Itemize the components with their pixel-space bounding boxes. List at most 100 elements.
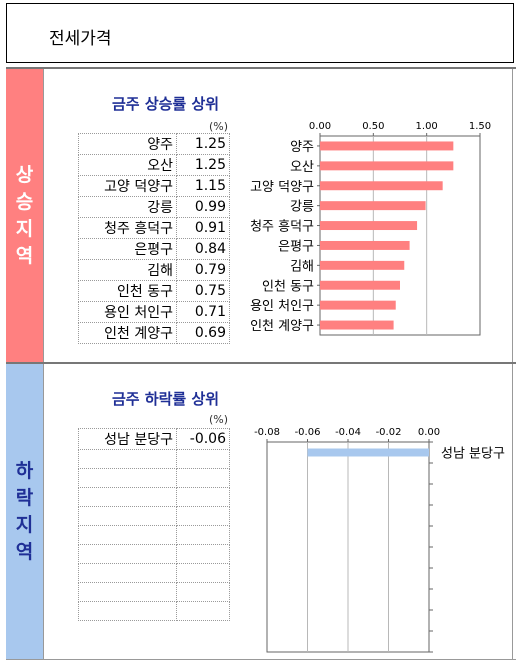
- category-label: 김해: [290, 259, 314, 274]
- change-value: [176, 506, 230, 526]
- bar: [320, 141, 454, 151]
- change-value: 1.25: [176, 154, 230, 176]
- bar: [320, 260, 405, 270]
- side-label-char: 지: [15, 217, 34, 240]
- bar: [307, 448, 429, 457]
- change-value: [176, 601, 230, 621]
- falling-table: 성남 분당구 -0.06: [78, 428, 230, 621]
- side-label-char: 지: [15, 513, 34, 536]
- category-label: 성남 분당구: [441, 447, 505, 462]
- category-label: 양주: [290, 140, 314, 155]
- category-label: 은평구: [278, 239, 314, 254]
- side-label-char: 하: [15, 459, 34, 482]
- change-value: [176, 582, 230, 602]
- rising-content: 금주 상승률 상위 (%) 양주 1.25 오산 1.25 고양 덕양구 1.15 강릉 0.…: [43, 69, 516, 362]
- region-name: 김해: [78, 259, 177, 281]
- table-row: [78, 525, 230, 545]
- category-label: 인천 계양구: [250, 319, 314, 334]
- side-label-char: 역: [15, 540, 34, 563]
- table-row: 은평구 0.84: [78, 238, 230, 260]
- x-tick-label: 1.00: [416, 121, 438, 132]
- table-row: [78, 544, 230, 564]
- category-label: 인천 동구: [262, 279, 314, 294]
- table-row: [78, 506, 230, 526]
- bar: [320, 181, 443, 191]
- table-row: 김해 0.79: [78, 259, 230, 281]
- rising-title: 금주 상승률 상위: [112, 95, 220, 113]
- right-border: [512, 364, 513, 659]
- region-name: 인천 동구: [78, 280, 177, 302]
- rising-table: 양주 1.25 오산 1.25 고양 덕양구 1.15 강릉 0.99 청주 흥덕구 0.91 은평…: [78, 133, 230, 344]
- region-name: 청주 흥덕구: [78, 217, 177, 239]
- change-value: 0.71: [176, 301, 230, 323]
- region-name: [78, 582, 177, 602]
- region-name: 성남 분당구: [78, 428, 177, 450]
- change-value: 0.69: [176, 322, 230, 344]
- change-value: -0.06: [176, 428, 230, 450]
- region-name: 인천 계양구: [78, 322, 177, 344]
- table-row: 강릉 0.99: [78, 196, 230, 218]
- change-value: 0.99: [176, 196, 230, 218]
- change-value: [176, 487, 230, 507]
- page-title: 전세가격: [49, 29, 112, 49]
- region-name: 강릉: [78, 196, 177, 218]
- x-tick-label: 0.00: [418, 427, 440, 438]
- bar: [320, 240, 410, 250]
- change-value: [176, 449, 230, 469]
- change-value: 0.75: [176, 280, 230, 302]
- region-name: [78, 525, 177, 545]
- region-name: [78, 468, 177, 488]
- side-label-char: 승: [15, 190, 34, 213]
- side-label-char: 락: [15, 486, 34, 509]
- region-name: [78, 449, 177, 469]
- table-row: [78, 468, 230, 488]
- table-row: 오산 1.25: [78, 154, 230, 176]
- bar: [320, 280, 400, 290]
- table-row: 양주 1.25: [78, 133, 230, 155]
- table-row: [78, 563, 230, 583]
- change-value: [176, 544, 230, 564]
- x-tick-label: -0.06: [295, 427, 321, 438]
- x-tick-label: -0.04: [335, 427, 361, 438]
- page-title-box: 전세가격: [6, 3, 514, 63]
- table-row: 인천 동구 0.75: [78, 280, 230, 302]
- x-tick-label: 0.00: [309, 121, 331, 132]
- region-name: [78, 563, 177, 583]
- region-name: [78, 506, 177, 526]
- bar: [320, 300, 396, 310]
- category-label: 용인 처인구: [250, 299, 314, 314]
- table-row: 인천 계양구 0.69: [78, 322, 230, 344]
- bar: [320, 201, 426, 211]
- table-row: [78, 582, 230, 602]
- change-value: 0.79: [176, 259, 230, 281]
- right-border: [512, 69, 513, 362]
- region-name: [78, 601, 177, 621]
- side-label-char: 상: [15, 163, 34, 186]
- change-value: 0.84: [176, 238, 230, 260]
- table-row: 용인 처인구 0.71: [78, 301, 230, 323]
- category-label: 오산: [290, 160, 314, 175]
- region-name: 오산: [78, 154, 177, 176]
- x-tick-label: -0.08: [254, 427, 280, 438]
- table-row: [78, 449, 230, 469]
- category-label: 청주 흥덕구: [250, 220, 314, 235]
- bar: [320, 161, 454, 171]
- change-value: 1.25: [176, 133, 230, 155]
- region-name: [78, 544, 177, 564]
- change-value: 0.91: [176, 217, 230, 239]
- x-tick-label: 1.50: [469, 121, 491, 132]
- region-name: 고양 덕양구: [78, 175, 177, 197]
- table-row: 고양 덕양구 1.15: [78, 175, 230, 197]
- region-name: 양주: [78, 133, 177, 155]
- bar: [320, 320, 394, 330]
- table-row: [78, 601, 230, 621]
- bar: [320, 221, 418, 231]
- falling-unit: (%): [209, 413, 229, 426]
- change-value: [176, 525, 230, 545]
